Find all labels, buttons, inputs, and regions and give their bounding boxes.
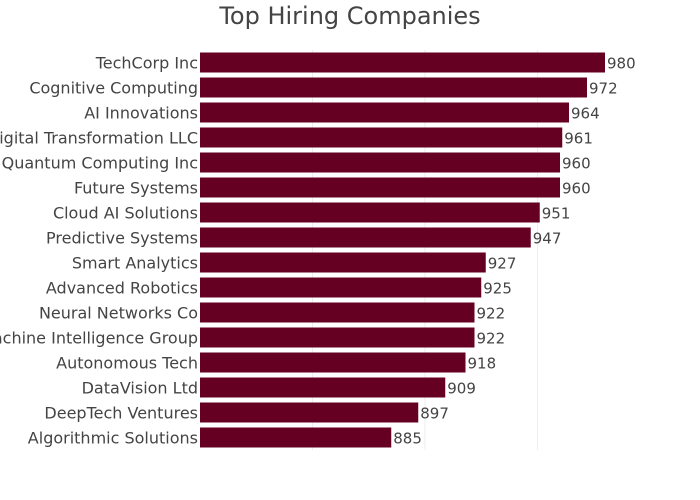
- value-label: 960: [562, 155, 591, 173]
- category-label: Predictive Systems: [46, 229, 198, 248]
- value-label: 885: [393, 430, 422, 448]
- category-label: DeepTech Ventures: [44, 404, 198, 423]
- bar: [200, 427, 392, 448]
- bar: [200, 127, 563, 148]
- category-label: Autonomous Tech: [56, 354, 198, 373]
- value-label: 964: [571, 105, 600, 123]
- category-label: Future Systems: [74, 179, 198, 198]
- category-label: Neural Networks Co: [39, 304, 198, 323]
- category-label: Advanced Robotics: [46, 279, 198, 298]
- category-label: TechCorp Inc: [95, 54, 198, 73]
- category-label: Smart Analytics: [72, 254, 198, 273]
- category-label: Quantum Computing Inc: [2, 154, 198, 173]
- bar: [200, 202, 540, 223]
- category-label: Digital Transformation LLC: [0, 129, 198, 148]
- bars: [200, 52, 605, 448]
- bar: [200, 352, 466, 373]
- category-label: Algorithmic Solutions: [28, 429, 198, 448]
- value-label: 980: [607, 55, 636, 73]
- category-label: AI Innovations: [84, 104, 198, 123]
- value-label: 960: [562, 180, 591, 198]
- category-label: Machine Intelligence Group: [0, 329, 198, 348]
- value-label: 951: [542, 205, 571, 223]
- value-label: 922: [477, 330, 506, 348]
- value-label: 897: [420, 405, 449, 423]
- value-label: 947: [533, 230, 562, 248]
- bar: [200, 252, 486, 273]
- bar: [200, 277, 482, 298]
- bar: [200, 77, 587, 98]
- value-label: 925: [483, 280, 512, 298]
- chart-title: Top Hiring Companies: [218, 2, 480, 30]
- value-label: 909: [447, 380, 476, 398]
- bar: [200, 377, 446, 398]
- bar: [200, 52, 605, 73]
- bar: [200, 327, 475, 348]
- bar: [200, 402, 419, 423]
- category-label: Cloud AI Solutions: [53, 204, 198, 223]
- value-label: 927: [488, 255, 517, 273]
- value-label: 972: [589, 80, 618, 98]
- value-label: 922: [477, 305, 506, 323]
- bar: [200, 227, 531, 248]
- bar: [200, 152, 560, 173]
- value-label: 961: [564, 130, 593, 148]
- value-label: 918: [468, 355, 497, 373]
- category-label: Cognitive Computing: [29, 79, 198, 98]
- bar: [200, 102, 569, 123]
- value-labels: 980 972 964 961 960 960 951 947 927 925 922 922 918 9…: [393, 55, 635, 448]
- category-labels: TechCorp Inc Cognitive Computing AI Innova…: [0, 54, 198, 448]
- category-label: DataVision Ltd: [82, 379, 198, 398]
- bar: [200, 177, 560, 198]
- bar: [200, 302, 475, 323]
